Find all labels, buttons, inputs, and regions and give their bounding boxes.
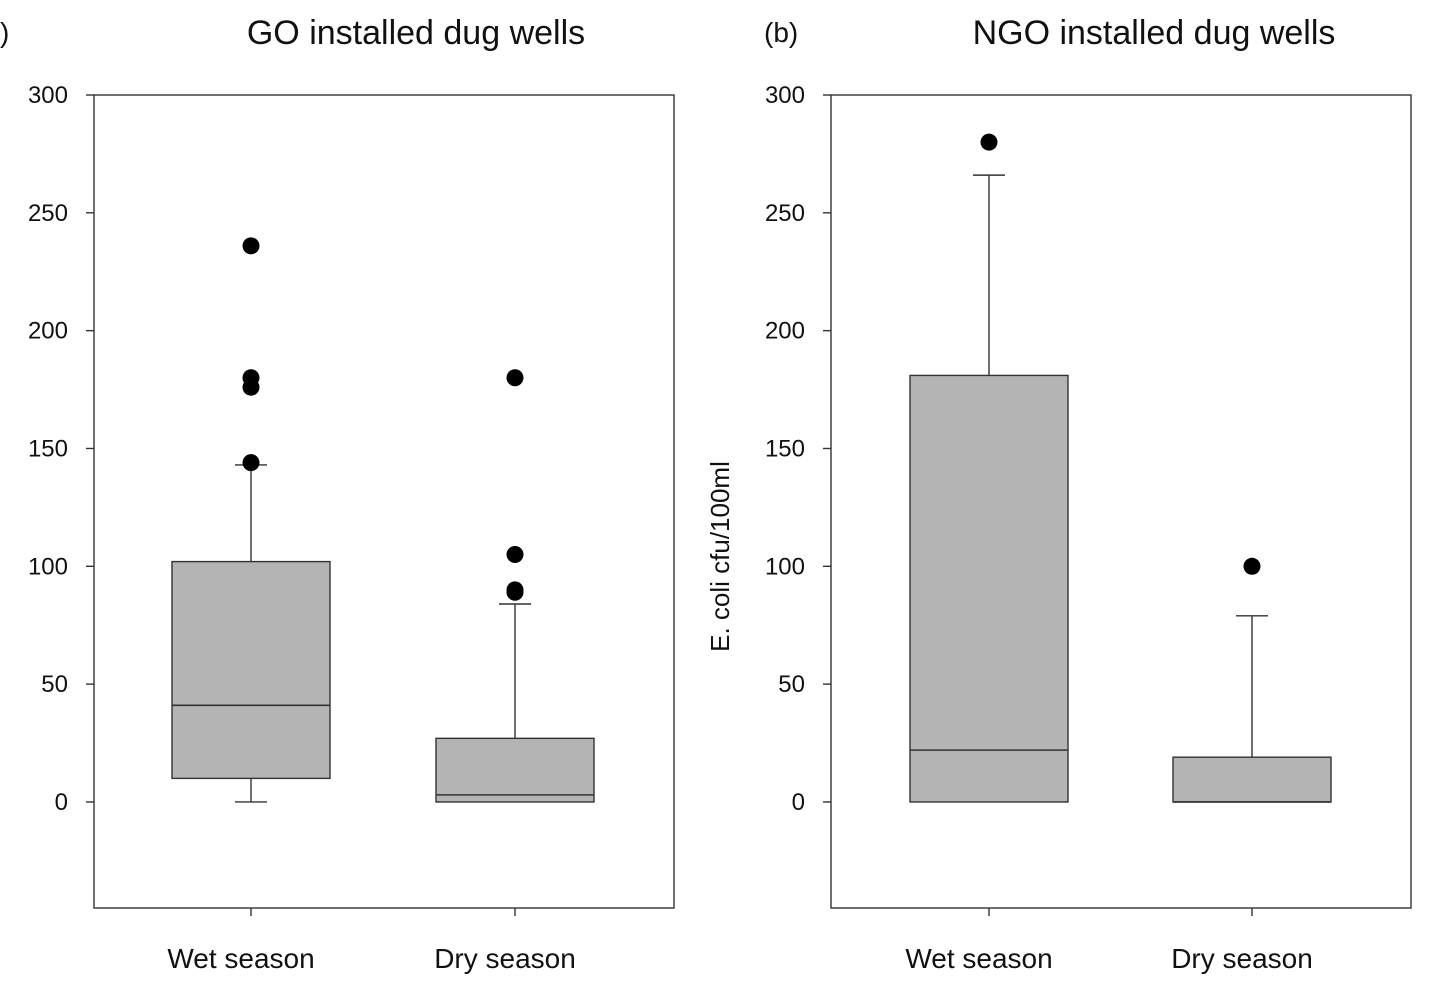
x-category-label: Wet season bbox=[167, 943, 314, 974]
panel-label: (b) bbox=[764, 17, 798, 48]
x-category-label: Dry season bbox=[1171, 943, 1313, 974]
y-tick-label: 100 bbox=[765, 553, 805, 580]
chart-title: GO installed dug wells bbox=[247, 14, 585, 52]
box-dry-season bbox=[1172, 557, 1332, 803]
y-tick-label: 50 bbox=[41, 671, 68, 698]
y-tick-label: 50 bbox=[778, 671, 805, 698]
box-iqr bbox=[171, 560, 331, 780]
outlier-point bbox=[506, 583, 524, 601]
y-axis-label: E. coli cfu/100ml bbox=[705, 461, 735, 652]
outlier-point bbox=[506, 369, 524, 387]
outlier-point bbox=[1243, 557, 1261, 575]
x-category-label: Dry season bbox=[434, 943, 576, 974]
outlier-point bbox=[242, 237, 260, 255]
plot-frame bbox=[830, 94, 1412, 909]
y-tick-label: 150 bbox=[28, 435, 68, 462]
box-dry-season bbox=[435, 369, 595, 803]
box-wet-season bbox=[909, 133, 1069, 803]
plot-frame bbox=[93, 94, 675, 909]
outlier-point bbox=[506, 546, 524, 564]
panel-go: GO installed dug wells) 0 50 100 150 200 250 30… bbox=[0, 14, 675, 974]
y-tick-label: 150 bbox=[765, 435, 805, 462]
y-tick-label: 250 bbox=[28, 200, 68, 227]
x-category-label: Wet season bbox=[905, 943, 1052, 974]
y-tick-label: 250 bbox=[765, 200, 805, 227]
outlier-point bbox=[980, 133, 998, 151]
panel-label: ) bbox=[0, 17, 9, 48]
y-tick-label: 200 bbox=[28, 318, 68, 345]
y-tick-label: 300 bbox=[28, 82, 68, 109]
box-iqr bbox=[435, 737, 595, 803]
box-iqr bbox=[1172, 756, 1332, 803]
box-wet-season bbox=[171, 237, 331, 803]
outlier-point bbox=[242, 378, 260, 396]
y-tick-label: 0 bbox=[55, 789, 68, 816]
outlier-point bbox=[242, 454, 260, 472]
panel-ngo: NGO installed dug wells (b) 0 50 100 150 200 25… bbox=[705, 14, 1412, 974]
box-iqr bbox=[909, 374, 1069, 803]
chart-title: NGO installed dug wells bbox=[973, 14, 1336, 52]
y-tick-label: 300 bbox=[765, 82, 805, 109]
y-tick-label: 0 bbox=[792, 789, 805, 816]
y-tick-label: 200 bbox=[765, 318, 805, 345]
y-tick-label: 100 bbox=[28, 553, 68, 580]
